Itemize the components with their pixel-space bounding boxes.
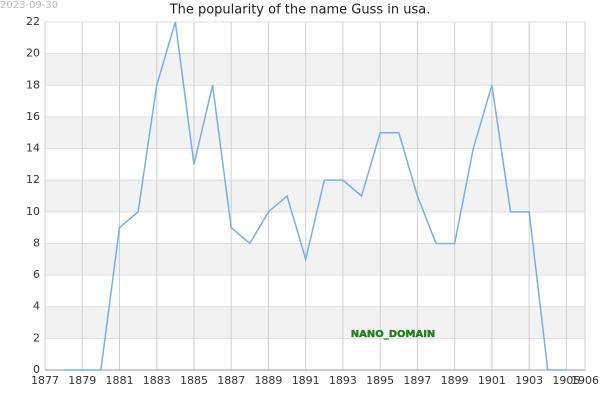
date-stamp: 2023-09-30 bbox=[0, 0, 58, 11]
x-tick-label: 1889 bbox=[254, 374, 282, 387]
x-tick-label: 1897 bbox=[403, 374, 431, 387]
y-tick-label: 10 bbox=[26, 205, 40, 218]
y-tick-label: 22 bbox=[26, 15, 40, 28]
grid-band bbox=[45, 53, 585, 86]
x-tick-label: 1899 bbox=[441, 374, 469, 387]
x-tick-label: 1903 bbox=[515, 374, 543, 387]
x-tick-label: 1879 bbox=[68, 374, 96, 387]
x-tick-label: 1906 bbox=[571, 374, 599, 387]
grid-band bbox=[45, 243, 585, 276]
y-tick-label: 8 bbox=[33, 236, 40, 249]
x-tick-label: 1887 bbox=[217, 374, 245, 387]
x-tick-label: 1877 bbox=[31, 374, 59, 387]
y-tick-label: 0 bbox=[33, 363, 40, 376]
y-tick-label: 12 bbox=[26, 173, 40, 186]
grid-band bbox=[45, 180, 585, 212]
x-tick-label: 1885 bbox=[180, 374, 208, 387]
watermark: NANO_DOMAIN bbox=[351, 329, 436, 340]
grid-band bbox=[45, 116, 585, 149]
grid-band bbox=[45, 306, 585, 339]
y-tick-label: 18 bbox=[26, 78, 40, 91]
y-tick-label: 16 bbox=[26, 110, 40, 123]
x-tick-label: 1893 bbox=[329, 374, 357, 387]
y-tick-label: 6 bbox=[33, 268, 40, 281]
y-tick-label: 4 bbox=[33, 300, 40, 313]
y-tick-label: 14 bbox=[26, 142, 40, 155]
chart-title: The popularity of the name Guss in usa. bbox=[169, 3, 431, 18]
data-line bbox=[63, 21, 567, 371]
x-tick-label: 1881 bbox=[105, 374, 133, 387]
y-tick-label: 20 bbox=[26, 47, 40, 60]
x-tick-label: 1883 bbox=[143, 374, 171, 387]
x-tick-label: 1895 bbox=[366, 374, 394, 387]
x-tick-label: 1901 bbox=[478, 374, 506, 387]
x-tick-label: 1891 bbox=[292, 374, 320, 387]
y-tick-label: 2 bbox=[33, 331, 40, 344]
x-tick-label: 1905 bbox=[552, 374, 580, 387]
